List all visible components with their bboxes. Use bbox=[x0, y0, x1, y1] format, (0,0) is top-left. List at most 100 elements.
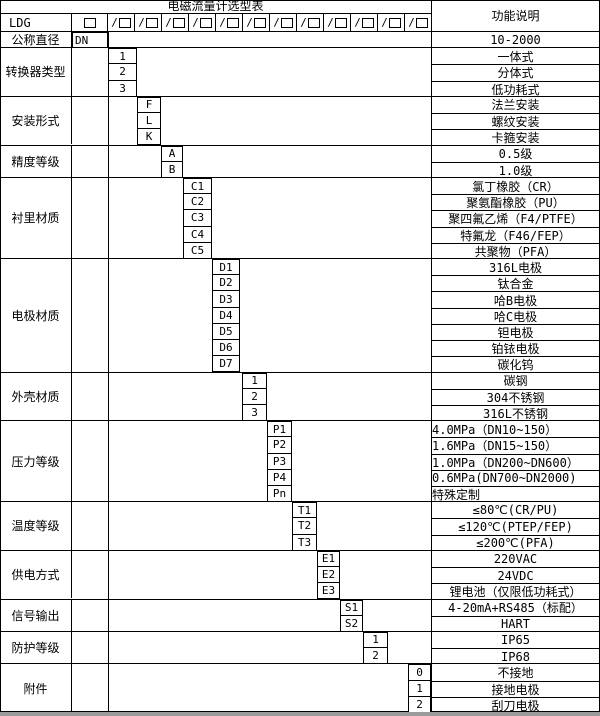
option-code-cell: C2 bbox=[183, 193, 212, 211]
option-code-cell: 1 bbox=[363, 631, 388, 649]
slash-separator: / bbox=[354, 16, 361, 29]
empty-box-icon bbox=[361, 17, 374, 28]
function-description-cell: 聚四氟乙烯（F4/PTFE） bbox=[431, 210, 600, 226]
function-description-cell: 钽电极 bbox=[431, 323, 600, 340]
function-description-cell: 316L电极 bbox=[489, 260, 542, 275]
option-code-cell: B bbox=[161, 160, 183, 178]
option-code-cell: D1 bbox=[212, 259, 240, 276]
function-description-cell: 1.0级 bbox=[431, 161, 600, 178]
function-column-header: 功能说明 bbox=[491, 9, 540, 23]
model-code-slot: / bbox=[135, 14, 162, 31]
function-description-cell: 不接地 bbox=[497, 665, 534, 680]
model-code-slot: / bbox=[108, 14, 135, 31]
section-signal-output: 信号输出 S1 4-20mA+RS485（标配） S2 HART bbox=[0, 598, 600, 632]
category-label: 衬里材质 bbox=[0, 177, 72, 258]
function-description-cell: 特殊定制 bbox=[431, 485, 600, 502]
category-label: 信号输出 bbox=[0, 599, 72, 631]
category-label: 防护等级 bbox=[0, 631, 72, 664]
model-code-slot: / bbox=[378, 14, 405, 31]
model-code-slot: / bbox=[270, 14, 297, 31]
function-description-cell: ≤120℃(PTEP/FEP) bbox=[431, 518, 600, 534]
option-code-cell: T1 bbox=[292, 502, 317, 519]
option-code-cell: C1 bbox=[183, 177, 212, 195]
option-code-cell: E3 bbox=[317, 582, 340, 600]
section-converter-type: 转换器类型 1 一体式 2 分体式 3 低功耗式 bbox=[0, 47, 600, 97]
option-code-cell: T3 bbox=[292, 533, 317, 551]
function-description-cell: 0.5级 bbox=[498, 147, 533, 162]
option-code-cell: P1 bbox=[267, 421, 292, 438]
model-prefix: LDG bbox=[0, 14, 72, 31]
option-code-cell: D7 bbox=[212, 355, 240, 373]
section-accuracy: 精度等级 A 0.5级 B 1.0级 bbox=[0, 144, 600, 178]
slash-separator: / bbox=[381, 16, 388, 29]
category-label: 转换器类型 bbox=[0, 48, 72, 96]
model-code-slot: / bbox=[405, 14, 431, 31]
function-description-cell: 0.6MPa(DN700~DN2000) bbox=[431, 469, 600, 486]
category-label: 压力等级 bbox=[0, 421, 72, 502]
section-installation: 安装形式 F 法兰安装 L 螺纹安装 K 卡箍安装 bbox=[0, 95, 600, 146]
model-code-slot: / bbox=[243, 14, 270, 31]
slash-separator: / bbox=[408, 16, 415, 29]
empty-box-icon bbox=[226, 17, 239, 28]
option-code-cell: E2 bbox=[317, 566, 340, 584]
category-label: 电极材质 bbox=[0, 259, 72, 372]
function-description-cell: 304不锈钢 bbox=[431, 388, 600, 405]
empty-box-icon bbox=[253, 17, 266, 28]
function-description-cell: 哈B电极 bbox=[431, 291, 600, 308]
category-label: 温度等级 bbox=[0, 502, 72, 550]
category-label: 精度等级 bbox=[0, 145, 72, 177]
function-description-cell: ≤200℃(PFA) bbox=[431, 534, 600, 551]
function-description-cell: 聚氨酯橡胶（PU） bbox=[431, 194, 600, 210]
section-electrode-material: 电极材质 D1 316L电极 D2 钛合金 D3 哈B电极 D4 哈C电极 D5 钽电极 D6 铂铱电… bbox=[0, 258, 600, 373]
function-description-cell: 碳钢 bbox=[503, 374, 528, 389]
function-description-cell: 4-20mA+RS485（标配） bbox=[448, 601, 583, 616]
function-description-cell: 螺纹安装 bbox=[431, 113, 600, 129]
section-accessories: 附件 0 不接地 1 接地电极 2 刮刀电极 bbox=[0, 663, 600, 713]
option-code-cell: DN bbox=[72, 32, 108, 49]
function-description-cell: 碳化钨 bbox=[431, 356, 600, 372]
function-description-cell: 铂铱电极 bbox=[431, 340, 600, 356]
table-title: 电磁流量计选型表 bbox=[0, 0, 431, 14]
section-pressure-rating: 压力等级 P1 4.0MPa（DN10~150） P2 1.6MPa（DN15~150… bbox=[0, 420, 600, 503]
function-description-cell: 钛合金 bbox=[431, 275, 600, 291]
function-column-border bbox=[431, 0, 432, 712]
function-description-cell: 24VDC bbox=[431, 567, 600, 583]
model-code-slot: / bbox=[297, 14, 324, 31]
option-code-cell: D6 bbox=[212, 339, 240, 357]
option-code-cell: S2 bbox=[340, 614, 363, 632]
slash-separator: / bbox=[192, 16, 199, 29]
function-description-cell: 卡箍安装 bbox=[431, 129, 600, 145]
option-code-cell: L bbox=[137, 112, 161, 130]
slash-separator: / bbox=[246, 16, 253, 29]
option-code-cell: A bbox=[161, 145, 183, 162]
model-code-slot: / bbox=[162, 14, 189, 31]
model-dn-slot bbox=[72, 14, 108, 31]
function-description-cell: 10-2000 bbox=[490, 33, 541, 48]
empty-box-icon bbox=[199, 17, 212, 28]
option-code-cell: S1 bbox=[340, 599, 363, 616]
empty-box-icon bbox=[172, 17, 185, 28]
function-description-cell: 低功耗式 bbox=[431, 80, 600, 97]
option-code-cell: 2 bbox=[108, 63, 137, 81]
option-code-cell: 0 bbox=[408, 664, 431, 681]
function-description-cell: 共聚物（PFA） bbox=[431, 242, 600, 259]
section-protection-rating: 防护等级 1 IP65 2 IP68 bbox=[0, 630, 600, 665]
option-code-cell: E1 bbox=[317, 550, 340, 568]
option-code-cell: D4 bbox=[212, 306, 240, 324]
model-code-slots: / / / / / / / / / / / / bbox=[108, 14, 431, 31]
option-code-cell: 2 bbox=[408, 695, 431, 713]
function-description-cell: 220VAC bbox=[493, 551, 538, 566]
option-code-cell: D5 bbox=[212, 322, 240, 341]
option-code-cell: P3 bbox=[267, 452, 292, 470]
category-label: 供电方式 bbox=[0, 550, 72, 599]
function-description-cell: HART bbox=[431, 615, 600, 632]
option-code-cell: F bbox=[137, 96, 161, 114]
slash-separator: / bbox=[300, 16, 307, 29]
option-code-cell: 1 bbox=[408, 679, 431, 697]
option-code-cell: D2 bbox=[212, 274, 240, 292]
option-code-cell: T2 bbox=[292, 517, 317, 535]
slash-separator: / bbox=[138, 16, 145, 29]
function-description-cell: 316L不锈钢 bbox=[431, 404, 600, 421]
section-lining-material: 衬里材质 C1 氯丁橡胶（CR） C2 聚氨酯橡胶（PU） C3 聚四氟乙烯（F4/PTF… bbox=[0, 176, 600, 259]
